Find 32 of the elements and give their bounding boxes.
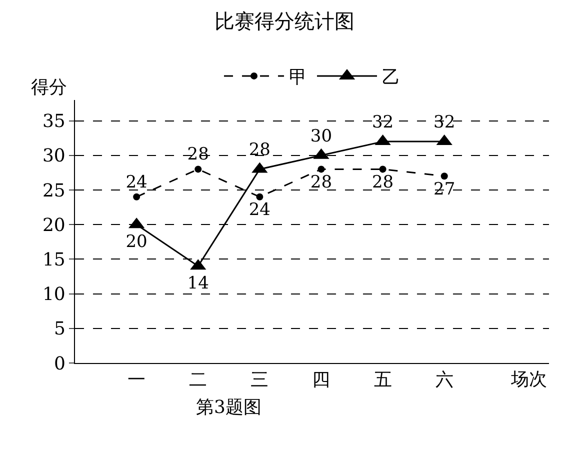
chart-title: 比赛得分统计图 xyxy=(214,8,354,33)
y-axis-title: 得分 xyxy=(31,77,67,98)
x-tick-label: 五 xyxy=(374,370,392,391)
x-tick-label: 六 xyxy=(435,370,454,391)
x-tick-label: 三 xyxy=(250,370,269,391)
data-label: 28 xyxy=(187,144,209,165)
y-tick-label: 35 xyxy=(42,111,66,132)
data-label: 24 xyxy=(248,200,270,220)
data-label: 27 xyxy=(434,179,456,200)
x-axis-title: 场次 xyxy=(510,369,547,390)
y-tick-label: 25 xyxy=(42,180,66,202)
y-tick-label: 20 xyxy=(42,214,66,236)
data-label: 32 xyxy=(434,112,456,133)
data-label: 24 xyxy=(126,172,148,192)
y-tick-label: 15 xyxy=(42,249,66,270)
data-label: 28 xyxy=(310,172,332,192)
legend-label: 甲 xyxy=(289,66,307,88)
data-label: 32 xyxy=(372,112,394,133)
x-tick-label: 一 xyxy=(128,370,146,391)
y-tick-label: 0 xyxy=(54,353,66,374)
data-label: 30 xyxy=(310,126,332,146)
x-tick-label: 二 xyxy=(189,370,208,391)
data-label: 14 xyxy=(187,274,209,294)
y-tick-label: 10 xyxy=(42,284,66,306)
data-label: 20 xyxy=(126,232,148,252)
text: 第3题图 xyxy=(196,397,262,418)
x-tick-label: 四 xyxy=(312,370,330,391)
data-label: 28 xyxy=(372,172,394,192)
y-tick-label: 30 xyxy=(42,146,66,167)
data-label: 28 xyxy=(248,140,270,160)
legend-label: 乙 xyxy=(382,66,400,88)
y-tick-label: 5 xyxy=(54,318,66,340)
